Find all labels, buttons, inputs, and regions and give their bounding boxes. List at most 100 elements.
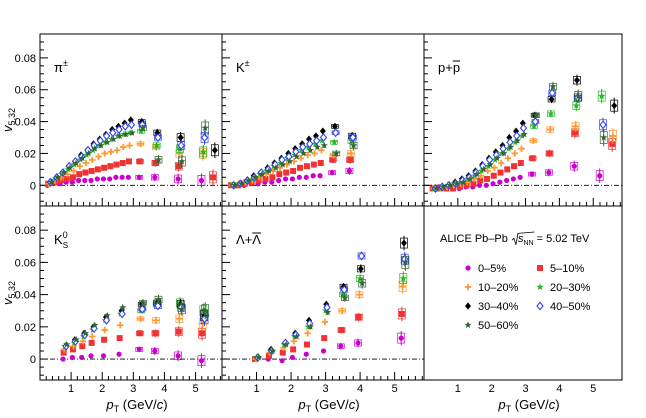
data-point <box>398 335 404 341</box>
data-point <box>113 147 121 154</box>
data-point <box>268 347 277 355</box>
x-tick-label: 3 <box>130 383 136 395</box>
data-point <box>230 181 239 189</box>
data-point <box>152 174 158 180</box>
data-point <box>103 138 111 146</box>
data-point <box>199 148 207 155</box>
data-point <box>529 155 536 162</box>
panel-label-sub: S <box>63 241 68 250</box>
panel-label-main: K <box>54 232 63 247</box>
data-point <box>269 179 275 185</box>
data-point <box>290 151 299 159</box>
data-point <box>299 142 307 152</box>
data-point <box>470 175 478 183</box>
data-point <box>609 132 617 140</box>
x-axis-title: pT (GeV/c) <box>105 397 167 414</box>
x-tick-label: 5 <box>392 383 398 395</box>
sys-box <box>150 347 159 355</box>
data-point <box>310 161 317 168</box>
x-axis-title-close: ) <box>355 397 359 412</box>
y-tick-label: 0.08 <box>15 225 36 237</box>
data-point <box>317 160 324 166</box>
data-point <box>399 274 407 282</box>
data-point <box>304 330 311 337</box>
data-point <box>265 352 272 359</box>
data-point <box>128 128 136 136</box>
x-tick-label: 5 <box>192 383 198 395</box>
panel-label: p+p <box>438 60 460 75</box>
x-axis-title-c: c <box>549 397 556 412</box>
panel-label-main: K <box>236 60 245 75</box>
sys-box <box>197 355 206 367</box>
data-point <box>297 155 304 162</box>
panel-label: Λ+Λ <box>236 232 261 247</box>
data-point <box>89 156 96 164</box>
sys-box <box>201 121 210 135</box>
y-tick-label: 0.02 <box>15 322 36 334</box>
data-point <box>117 322 124 329</box>
data-point <box>177 133 184 142</box>
x-axis-title-unit: (GeV/ <box>311 397 349 412</box>
sys-box <box>398 281 407 292</box>
annotation-s: s <box>518 233 524 245</box>
x-tick-label: 2 <box>288 383 294 395</box>
data-point <box>279 358 285 364</box>
data-point <box>176 150 183 157</box>
data-point <box>60 349 67 356</box>
y-axis-title-main: v <box>0 124 15 132</box>
data-point <box>244 176 252 184</box>
x-tick-label: 1 <box>253 383 259 395</box>
data-point <box>290 346 297 353</box>
x-tick-label: 2 <box>489 383 495 395</box>
panel-label-sup: 0 <box>63 230 68 240</box>
data-point <box>303 163 310 170</box>
data-point <box>497 179 503 185</box>
data-point <box>479 165 488 173</box>
data-point <box>546 169 552 176</box>
data-point <box>95 153 102 160</box>
x-axis-title-main: p <box>105 397 113 412</box>
data-point <box>476 182 483 188</box>
x-axis-title-c: c <box>157 397 164 412</box>
data-point <box>510 176 516 182</box>
data-point <box>358 279 366 287</box>
data-point <box>297 146 306 154</box>
data-point <box>116 335 123 342</box>
data-point <box>79 354 85 361</box>
data-point <box>599 120 607 130</box>
data-point <box>178 157 186 165</box>
series-pion-c10_20 <box>45 140 207 187</box>
y-tick-label: 0.04 <box>15 290 36 302</box>
panel-label-main: Λ+ <box>236 232 252 247</box>
data-point <box>304 151 311 159</box>
data-point <box>306 146 315 154</box>
x-axis-title: pT (GeV/c) <box>297 397 359 414</box>
sys-box <box>354 313 363 321</box>
x-tick-label: 4 <box>357 383 363 395</box>
y-tick-label: 0.06 <box>15 85 36 97</box>
annotation-text: ALICE Pb–Pb sNN = 5.02 TeV <box>440 233 590 247</box>
legend-marker <box>464 283 472 291</box>
legend-entry-c40_50: 40–50% <box>536 301 591 313</box>
data-point <box>504 166 511 173</box>
data-point <box>505 144 513 152</box>
data-point <box>317 173 323 179</box>
data-point <box>125 158 132 165</box>
data-point <box>61 346 68 353</box>
sys-box <box>401 256 410 269</box>
sys-box <box>574 91 583 102</box>
data-point <box>483 175 490 182</box>
data-point <box>329 156 336 163</box>
data-point <box>329 169 335 176</box>
data-point <box>94 176 100 182</box>
series-k0s-c5_10 <box>60 326 206 356</box>
data-point <box>84 149 93 157</box>
data-point <box>176 315 183 322</box>
data-point <box>97 141 105 149</box>
data-point <box>280 344 287 351</box>
data-point <box>303 174 309 180</box>
y-tick-label: 0.02 <box>15 148 36 160</box>
legend-label: 20–30% <box>550 282 591 294</box>
legend-entry-c20_30: 20–30% <box>536 282 591 294</box>
